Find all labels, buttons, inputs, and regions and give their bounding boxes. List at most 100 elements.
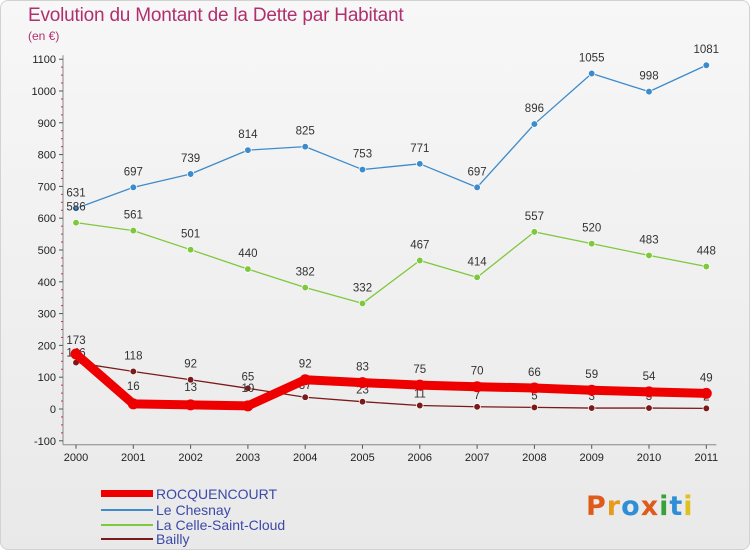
data-point <box>414 379 426 391</box>
data-point <box>186 170 195 178</box>
chart-title: Evolution du Montant de la Dette par Hab… <box>28 5 404 26</box>
data-label: 75 <box>413 364 426 376</box>
data-label: 561 <box>124 210 143 222</box>
data-label: 1081 <box>694 44 720 56</box>
data-label: 92 <box>184 359 197 371</box>
x-tick-label: 2006 <box>408 452 432 464</box>
data-point <box>185 399 197 411</box>
y-tick-label: 300 <box>38 309 56 321</box>
data-label: 16 <box>127 381 140 393</box>
data-label: 65 <box>242 371 255 383</box>
data-point <box>299 374 311 386</box>
y-tick-label: 200 <box>38 340 56 352</box>
y-tick-label: 400 <box>38 277 56 289</box>
series-line-la-celle-saint-cloud <box>75 222 707 305</box>
data-label: 5 <box>531 390 537 402</box>
data-point <box>244 265 252 273</box>
y-tick-label: 700 <box>38 181 56 193</box>
data-point <box>473 403 481 411</box>
data-label: 173 <box>66 335 85 347</box>
data-point <box>702 61 710 69</box>
y-tick-label: 0 <box>50 404 56 416</box>
y-tick-label: 1100 <box>32 54 56 66</box>
logo-letter: t <box>669 491 684 522</box>
data-point <box>643 386 655 398</box>
logo-letter: o <box>621 491 641 522</box>
data-point <box>72 219 80 227</box>
legend-label: La Celle-Saint-Cloud <box>156 517 286 533</box>
data-point <box>416 401 424 410</box>
data-point <box>645 404 653 412</box>
data-label: 814 <box>238 129 258 141</box>
x-tick-label: 2005 <box>350 452 374 464</box>
data-label: 49 <box>700 372 713 384</box>
y-tick-label: 800 <box>38 150 56 162</box>
data-label: 697 <box>468 166 487 178</box>
data-point <box>702 404 710 413</box>
data-point <box>471 381 483 393</box>
data-label: 448 <box>697 246 716 258</box>
data-point <box>645 87 653 96</box>
legend-label: ROCQUENCOURT <box>156 486 278 502</box>
data-label: 467 <box>410 239 429 251</box>
data-point <box>588 69 596 78</box>
data-label: 501 <box>181 229 200 241</box>
proxiti-logo: Proxiti <box>586 491 694 522</box>
data-point <box>473 183 481 192</box>
x-tick-label: 2004 <box>293 452 317 464</box>
y-tick-label: 500 <box>38 245 56 257</box>
series-line-bailly <box>75 361 707 410</box>
data-point <box>358 299 367 308</box>
legend-label: Bailly <box>156 531 190 547</box>
legend-item-rocquencourt: ROCQUENCOURT <box>101 486 401 502</box>
legend-swatch <box>101 490 153 497</box>
data-label: 440 <box>238 248 257 260</box>
data-point <box>72 204 80 212</box>
data-label: 7 <box>474 390 480 402</box>
data-point <box>530 228 539 236</box>
legend-item-bailly: Bailly <box>101 531 401 547</box>
data-label: 753 <box>353 149 372 161</box>
data-point <box>530 120 539 128</box>
data-label: 739 <box>181 153 200 165</box>
data-point <box>530 403 539 412</box>
y-tick-label: 900 <box>38 118 56 130</box>
data-label: 13 <box>184 382 197 394</box>
data-point <box>357 377 368 389</box>
data-point <box>301 393 309 401</box>
x-tick-label: 2007 <box>465 452 489 464</box>
data-label: 3 <box>588 391 594 403</box>
data-point <box>358 398 367 406</box>
x-tick-label: 2010 <box>637 452 661 464</box>
data-point <box>186 376 195 384</box>
data-point <box>129 367 137 376</box>
legend-item-le-chesnay: Le Chesnay <box>101 502 401 518</box>
data-label: 382 <box>296 267 315 279</box>
data-label: 83 <box>356 362 369 374</box>
data-point <box>473 273 481 281</box>
data-point <box>416 160 424 168</box>
logo-letter: i <box>659 491 670 522</box>
x-tick-label: 2003 <box>236 452 260 464</box>
x-tick-label: 2009 <box>579 452 603 464</box>
legend-label: Le Chesnay <box>156 502 231 518</box>
data-point <box>700 387 712 399</box>
y-tick-label: 600 <box>38 213 56 225</box>
data-label: 483 <box>639 234 658 246</box>
data-point <box>702 262 710 271</box>
data-label: 998 <box>639 71 658 83</box>
series-line-rocquencourt <box>71 349 711 411</box>
data-point <box>528 382 540 394</box>
data-point <box>301 142 309 151</box>
logo-letter: P <box>586 491 607 522</box>
legend-swatch <box>101 538 153 540</box>
data-label: 54 <box>643 371 656 383</box>
data-label: 697 <box>124 166 143 178</box>
data-point <box>242 400 254 412</box>
logo-letter: r <box>606 491 622 522</box>
x-tick-label: 2002 <box>178 452 202 464</box>
y-tick-label: 1000 <box>32 86 56 98</box>
legend-swatch <box>101 524 153 526</box>
series-line-le-chesnay <box>75 64 707 209</box>
